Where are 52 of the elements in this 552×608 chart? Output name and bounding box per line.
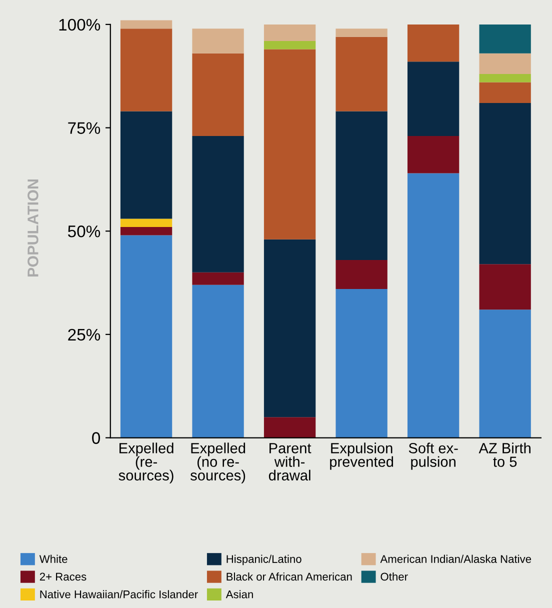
y-axis-title: POPULATION bbox=[28, 180, 38, 276]
bar bbox=[120, 235, 172, 438]
bar bbox=[479, 74, 531, 82]
bar bbox=[264, 239, 316, 418]
y-tick-label: 100% bbox=[59, 18, 100, 31]
bar bbox=[336, 28, 388, 37]
x-tick-label: AZ Birth to 5 bbox=[478, 442, 530, 467]
bar bbox=[336, 288, 388, 438]
bar bbox=[479, 310, 531, 438]
bar bbox=[479, 102, 531, 264]
bar bbox=[479, 82, 531, 103]
bar bbox=[120, 226, 172, 236]
x-tick-label: Expulsion prevented bbox=[330, 442, 394, 470]
bar bbox=[264, 40, 316, 50]
bar bbox=[407, 62, 460, 136]
y-tick-label: 50% bbox=[68, 226, 100, 238]
legend-label: Native Hawaiian/Pacific Islander bbox=[40, 590, 198, 598]
x-tick-label: Expelled (no re- sources) bbox=[190, 442, 246, 484]
bar bbox=[192, 272, 244, 285]
y-tick-label: 25% bbox=[68, 328, 100, 341]
bar bbox=[192, 136, 244, 272]
bar bbox=[120, 218, 172, 227]
legend-label: American Indian/Alaska Native bbox=[380, 554, 532, 563]
bar bbox=[192, 284, 244, 438]
bar bbox=[407, 136, 460, 174]
bar bbox=[192, 28, 244, 54]
y-tick-label: 75% bbox=[68, 122, 100, 134]
legend-label: Asian bbox=[226, 590, 253, 598]
bar bbox=[479, 24, 531, 54]
bar bbox=[192, 53, 244, 136]
bar bbox=[264, 417, 316, 438]
bar bbox=[120, 28, 172, 112]
legend-label: White bbox=[39, 554, 68, 563]
legend-label: 2+ Races bbox=[40, 572, 86, 581]
bar bbox=[336, 111, 388, 260]
legend-label: Other bbox=[380, 572, 408, 581]
x-tick-label: Parent with- drawal bbox=[268, 443, 312, 481]
bar bbox=[264, 49, 316, 240]
bar bbox=[407, 24, 460, 62]
bar bbox=[120, 111, 172, 219]
bar bbox=[407, 173, 460, 438]
bar bbox=[264, 24, 316, 41]
y-tick-label: 0 bbox=[92, 432, 100, 444]
bar bbox=[336, 260, 388, 289]
legend-label: Black or African American bbox=[226, 572, 352, 581]
legend-label: Hispanic/Latino bbox=[226, 554, 302, 566]
bar bbox=[479, 53, 531, 74]
bar bbox=[479, 264, 531, 310]
bar bbox=[120, 20, 172, 29]
bar bbox=[336, 36, 388, 112]
x-tick-label: Expelled (re- sources) bbox=[118, 442, 174, 484]
x-tick-label: Soft ex- pulsion bbox=[408, 442, 458, 470]
